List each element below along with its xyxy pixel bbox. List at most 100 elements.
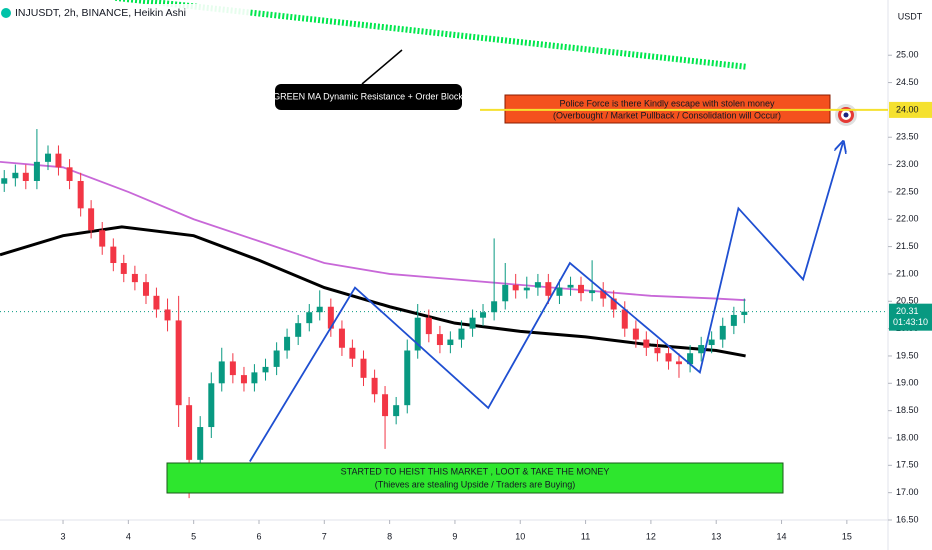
x-tick-label: 7 [322, 531, 327, 541]
y-tick-label: 25.00 [896, 50, 919, 60]
y-tick-label: 21.00 [896, 268, 919, 278]
y-tick-label: 18.50 [896, 405, 919, 415]
x-tick-label: 6 [256, 531, 261, 541]
candle-body [240, 375, 247, 384]
candle-body [208, 383, 215, 428]
candle-body [730, 314, 737, 326]
y-tick-label: 17.00 [896, 487, 919, 497]
candle-body [589, 290, 596, 294]
candle-body [621, 309, 628, 329]
target-icon [835, 104, 857, 126]
x-tick-label: 10 [515, 531, 525, 541]
candle-body [45, 153, 52, 162]
candle-body [436, 334, 443, 346]
overlay-line [249, 143, 843, 462]
candle-body [491, 301, 498, 313]
y-tick-label: 19.50 [896, 350, 919, 360]
candle-body [610, 298, 617, 310]
x-tick-label: 3 [61, 531, 66, 541]
x-tick-label: 14 [777, 531, 787, 541]
candle-body [295, 323, 302, 337]
axes: 16.5017.0017.5018.0018.5019.0019.5020.00… [61, 50, 919, 542]
warning-text: Police Force is there Kindly escape with… [559, 98, 775, 108]
plot-area [0, 0, 888, 499]
candle-body [66, 167, 73, 181]
candle-body [88, 208, 95, 231]
candle-body [545, 282, 552, 296]
candle-body [77, 180, 84, 209]
candle-body [1, 178, 8, 184]
candle-body [349, 347, 356, 359]
y-tick-label: 16.50 [896, 514, 919, 524]
countdown-label: 01:43:10 [893, 317, 928, 327]
heist-text: STARTED TO HEIST THIS MARKET , LOOT & TA… [341, 466, 610, 476]
x-tick-label: 15 [842, 531, 852, 541]
candle-body [186, 405, 193, 460]
candle-body [12, 172, 19, 179]
y-tick-label: 23.50 [896, 132, 919, 142]
candle-body [654, 347, 661, 354]
candle-body [469, 317, 476, 329]
header-title: INJUSDT, 2h, BINANCE, Heikin Ashi [15, 7, 186, 19]
candle-body [142, 282, 149, 296]
y-tick-label: 19.00 [896, 378, 919, 388]
y-tick-label: 24.50 [896, 77, 919, 87]
y-tick-label: 21.50 [896, 241, 919, 251]
candle-body [327, 306, 334, 329]
y-tick-label: 22.00 [896, 214, 919, 224]
candle-body [600, 290, 607, 299]
x-tick-label: 4 [126, 531, 131, 541]
candle-body [741, 311, 748, 315]
x-tick-label: 8 [387, 531, 392, 541]
candle-body [262, 366, 269, 373]
x-tick-label: 12 [646, 531, 656, 541]
x-tick-label: 9 [452, 531, 457, 541]
level-label: 24.00 [896, 104, 919, 114]
last-price-bg [889, 303, 932, 331]
candle-body [567, 284, 574, 288]
candle-body [578, 284, 585, 294]
candle-body [556, 287, 563, 296]
candle-body [534, 282, 541, 288]
candle-body [447, 339, 454, 346]
level-label-bg [889, 101, 932, 118]
candle-body [708, 339, 715, 346]
warning-text: (Overbought / Market Pullback / Consolid… [553, 110, 781, 120]
callout-text: GREEN MA Dynamic Resistance + Order Bloc… [273, 91, 463, 101]
callout-box [275, 84, 462, 110]
candle-body [687, 353, 694, 365]
candle-body [338, 328, 345, 348]
candle-body [643, 339, 650, 348]
overlay-line [0, 225, 746, 358]
annotations: GREEN MA Dynamic Resistance + Order Bloc… [166, 49, 857, 494]
candle-body [251, 372, 258, 384]
candle-body [22, 172, 29, 181]
candle-body [33, 161, 40, 181]
candle-body [523, 287, 530, 291]
x-tick-label: 13 [711, 531, 721, 541]
candle-body [675, 361, 682, 365]
candle-body [371, 377, 378, 395]
heist-text: (Thieves are stealing Upside / Traders a… [375, 479, 576, 489]
candle-body [316, 306, 323, 313]
candle-body [393, 405, 400, 417]
y-tick-label: 18.00 [896, 432, 919, 442]
candle-body [131, 273, 138, 283]
candle-body [382, 394, 389, 417]
x-tick-label: 5 [191, 531, 196, 541]
candle-body [425, 317, 432, 335]
candle-body [404, 350, 411, 406]
overlay-line [0, 160, 746, 302]
heist-box [166, 462, 784, 494]
candle-body [284, 336, 291, 351]
candle-body [698, 345, 705, 354]
candle-body [480, 312, 487, 318]
candle-body [99, 230, 106, 247]
candle-body [153, 295, 160, 310]
y-tick-label: 17.50 [896, 460, 919, 470]
y-tick-label: 23.00 [896, 159, 919, 169]
candle-body [458, 328, 465, 340]
candle-body [229, 361, 236, 376]
